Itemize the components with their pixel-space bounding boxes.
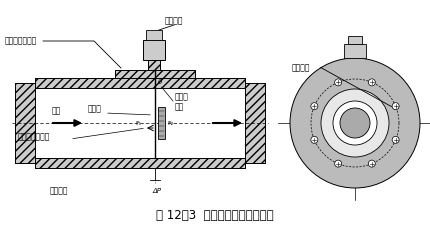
Text: 位移角: 位移角 — [175, 92, 189, 101]
Circle shape — [311, 136, 318, 143]
Bar — [148, 60, 160, 70]
Text: 仪表壳体: 仪表壳体 — [50, 186, 68, 195]
Circle shape — [333, 101, 377, 145]
Bar — [146, 30, 162, 40]
Bar — [348, 36, 362, 44]
Bar — [115, 70, 195, 78]
Bar — [158, 107, 165, 139]
Bar — [35, 78, 245, 88]
Circle shape — [311, 103, 318, 110]
Text: ΔP: ΔP — [153, 188, 162, 194]
Text: 靶周黏滞摩擦力: 靶周黏滞摩擦力 — [18, 132, 50, 141]
Circle shape — [335, 79, 342, 86]
Bar — [35, 158, 245, 168]
Text: 密封形变金属片: 密封形变金属片 — [5, 37, 121, 68]
Circle shape — [392, 103, 399, 110]
Bar — [15, 83, 35, 163]
Text: 靶面: 靶面 — [175, 102, 184, 111]
Circle shape — [335, 160, 342, 167]
Circle shape — [392, 136, 399, 143]
Circle shape — [369, 160, 375, 167]
Circle shape — [369, 79, 375, 86]
Bar — [148, 60, 160, 70]
Bar — [143, 40, 165, 60]
Text: 环形空间: 环形空间 — [292, 63, 310, 72]
Bar — [35, 88, 245, 158]
Text: 图 12－3  靶式流量计结构示意图: 图 12－3 靶式流量计结构示意图 — [156, 209, 274, 222]
Bar — [245, 83, 265, 163]
Bar — [245, 83, 265, 163]
Circle shape — [340, 108, 370, 138]
Bar — [344, 44, 366, 58]
Text: 智能表头: 智能表头 — [165, 16, 183, 25]
Text: 连接杆: 连接杆 — [88, 104, 102, 113]
Text: θ: θ — [158, 79, 162, 85]
Text: 流向: 流向 — [52, 106, 61, 115]
Text: F₁: F₁ — [136, 121, 142, 126]
Bar — [115, 70, 195, 78]
Circle shape — [290, 58, 420, 188]
Bar — [15, 83, 35, 163]
Bar — [35, 78, 245, 88]
Circle shape — [321, 89, 389, 157]
Bar — [35, 158, 245, 168]
Text: F₂: F₂ — [167, 121, 173, 126]
